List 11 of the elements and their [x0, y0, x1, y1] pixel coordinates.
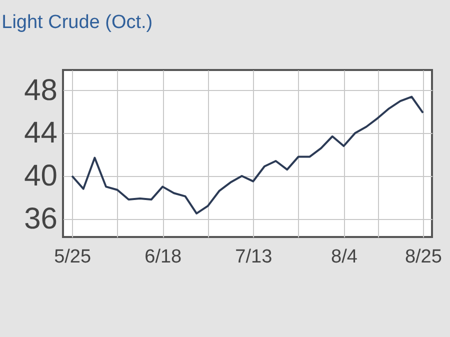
y-tick-label: 44 [24, 116, 58, 150]
chart-title: Light Crude (Oct.) [2, 12, 153, 33]
x-tick-label: 8/25 [404, 246, 442, 268]
y-tick-label: 40 [24, 159, 58, 192]
y-tick-label: 36 [24, 202, 58, 236]
x-tick-label: 6/18 [144, 246, 182, 268]
y-tick-label: 48 [24, 74, 58, 107]
x-tick-label: 5/25 [54, 246, 92, 268]
x-tick-label: 8/4 [331, 246, 358, 268]
x-tick-label: 7/13 [235, 246, 272, 268]
line-series [71, 96, 424, 214]
